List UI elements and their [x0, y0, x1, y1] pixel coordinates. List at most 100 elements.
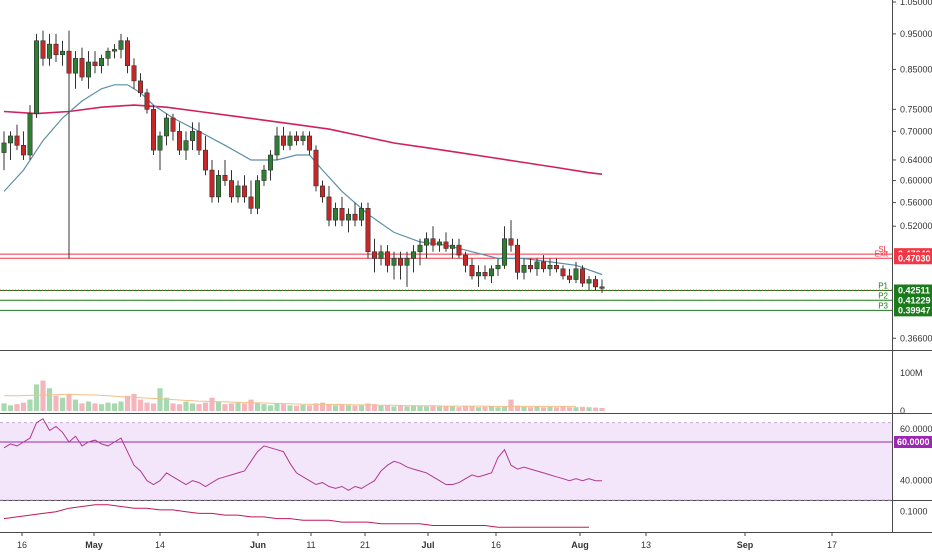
candle-body	[293, 135, 299, 141]
x-tick-label: 14	[155, 540, 165, 550]
volume-bar	[92, 403, 98, 411]
candle-body	[170, 117, 176, 132]
candle-body	[456, 244, 462, 256]
candle-body	[79, 58, 85, 78]
indicator3-line	[3, 504, 589, 528]
candle-body	[27, 113, 33, 156]
level-name: Exit	[875, 249, 889, 258]
level-name: SL	[878, 245, 888, 254]
volume-bar	[586, 407, 592, 411]
candle-body	[352, 213, 358, 221]
candle-body	[66, 50, 72, 74]
volume-bar	[300, 404, 306, 411]
volume-bar	[456, 407, 462, 411]
volume-bar	[326, 404, 332, 411]
candle-body	[495, 265, 501, 270]
candle-body	[190, 131, 196, 141]
volume-bar	[189, 403, 196, 411]
volume-bar	[384, 404, 391, 411]
volume-bar	[319, 402, 326, 411]
candle-body	[573, 268, 579, 280]
volume-tick-label: 100M	[900, 368, 923, 378]
candle-body	[151, 109, 157, 151]
rsi-tick-label: 60.0000	[900, 424, 932, 434]
volume-bar	[118, 401, 124, 411]
candle-body	[229, 180, 235, 198]
volume-bar	[560, 406, 566, 411]
level-value-box	[894, 294, 932, 307]
candles	[1, 30, 605, 293]
candle-body	[378, 251, 384, 259]
candle-body	[508, 238, 514, 246]
volume-bar	[105, 402, 111, 411]
candle-body	[40, 40, 46, 59]
level-value-box	[894, 252, 932, 265]
candle-body	[125, 40, 131, 66]
rsi-band	[0, 422, 892, 500]
price-tick-label: 0.85000	[900, 64, 932, 74]
candle-body	[196, 131, 202, 151]
candle-body	[365, 208, 371, 253]
x-tick-label: 21	[360, 540, 370, 550]
candle-body	[391, 258, 397, 266]
volume-bar	[553, 407, 560, 411]
volume-bar	[443, 406, 449, 411]
volume-bar	[501, 406, 508, 411]
volume-bar	[196, 404, 202, 411]
rsi-line	[3, 418, 602, 491]
candle-body	[157, 135, 163, 151]
candle-body	[131, 65, 137, 82]
candle-body	[423, 238, 429, 246]
x-tick-label: 17	[827, 540, 837, 550]
volume-bar	[514, 405, 521, 411]
candle-body	[469, 265, 475, 277]
candle-body	[397, 258, 403, 266]
volume-bar	[352, 405, 358, 411]
level-name: P3	[878, 301, 888, 310]
volume-bar	[53, 395, 59, 411]
candle-body	[566, 275, 572, 280]
x-tick-label: 16	[17, 540, 27, 550]
candle-body	[112, 49, 118, 52]
x-tick-label: May	[85, 540, 103, 550]
volume-bar	[144, 402, 150, 411]
volume-bar	[248, 399, 254, 411]
candle-body	[521, 265, 527, 273]
candle-body	[430, 238, 436, 246]
volume-bar	[573, 407, 579, 411]
candle-body	[53, 43, 59, 56]
volume-bar	[72, 399, 79, 411]
volume-bar	[566, 407, 573, 411]
candle-body	[183, 140, 189, 151]
volume-bar	[98, 404, 105, 411]
candle-body	[332, 208, 338, 221]
candle-body	[99, 58, 105, 66]
volume-tick-label: 0	[900, 406, 905, 416]
volume-bar	[85, 401, 92, 411]
volume-bar	[521, 406, 527, 411]
x-tick-label: 16	[491, 540, 501, 550]
rsi-tick-label: 40.0000	[900, 476, 932, 486]
candle-body	[92, 61, 98, 66]
volume-bar	[7, 405, 14, 411]
volume-bar	[391, 406, 397, 411]
x-tick-label: Aug	[571, 540, 589, 550]
volume-bar	[592, 407, 599, 411]
candle-body	[164, 117, 170, 137]
volume-bar	[66, 393, 72, 411]
candle-body	[242, 185, 248, 198]
volume-bar	[306, 405, 313, 411]
candle-body	[177, 131, 183, 151]
candle-body	[436, 241, 442, 246]
volume-bar	[482, 406, 488, 411]
volume-bar	[209, 397, 215, 411]
volume-bar	[579, 406, 586, 411]
volume-bar	[202, 402, 209, 411]
candle-body	[274, 135, 280, 156]
volume-bar	[475, 407, 482, 411]
price-tick-label: 0.60000	[900, 176, 932, 186]
volume-bar	[365, 403, 371, 411]
volume-bar	[46, 388, 53, 411]
